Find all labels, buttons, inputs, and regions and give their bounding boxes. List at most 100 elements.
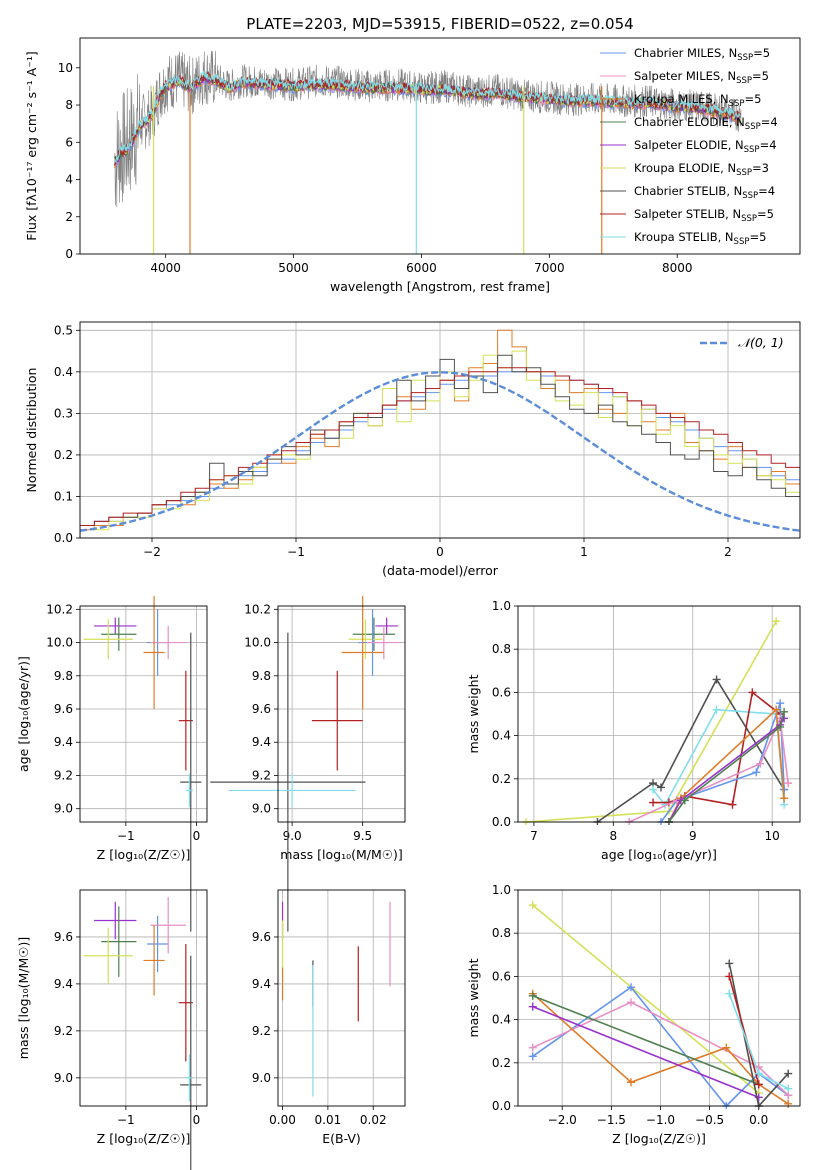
spectrum-plot-area [114, 50, 742, 254]
legend-label-tail: =5 [757, 207, 774, 221]
plot-frame [79, 889, 208, 1107]
y-tick-label: 9.4 [252, 735, 271, 749]
errorbar-point-4 [366, 625, 401, 660]
legend-label-main: Kroupa STELIB, N [634, 230, 734, 244]
x-tick-label: 4000 [150, 261, 181, 275]
legend-label-tail: =5 [744, 92, 761, 106]
legend-label-main: Salpeter MILES, N [634, 69, 736, 83]
errorbar-point-1 [101, 906, 137, 977]
legend-label-sub: SSP [742, 191, 758, 201]
legend-label-sub: SSP [729, 99, 745, 109]
weight-marker [776, 722, 785, 731]
legend-label-sub: SSP [737, 53, 753, 63]
x-tick-label: 0.02 [360, 1113, 387, 1127]
x-tick-label: 9.0 [283, 829, 302, 843]
x-tick-label: 0 [193, 1113, 201, 1127]
x-tick-label: 8 [610, 829, 618, 843]
errorbar-point-1 [101, 617, 137, 651]
x-tick-label: −2 [143, 545, 161, 559]
weight-line-7 [728, 976, 760, 1085]
legend-label-tail: =4 [758, 184, 775, 198]
x-tick-label: 7 [530, 829, 538, 843]
legend-label-6: Chabrier STELIB, NSSP=4 [634, 184, 775, 201]
weight-marker [754, 1069, 763, 1078]
legend-label-7: Salpeter STELIB, NSSP=5 [634, 207, 774, 224]
errorbar-point-4 [150, 897, 186, 954]
weight-marker [772, 705, 781, 714]
weight-line-1 [596, 677, 785, 823]
y-tick-label: 9.2 [252, 768, 271, 782]
x-tick-label: 10 [765, 829, 780, 843]
legend-label-tail: =3 [752, 161, 769, 175]
weight-marker [725, 989, 734, 998]
y-tick-label: 0.4 [54, 365, 73, 379]
legend-label-main: Salpeter STELIB, N [634, 207, 741, 221]
massweight-vs-age-axes: 7 8 9 10 0.0 0.2 0.4 0.6 0.8 1.0 age [log₁₀(age/yr… [466, 599, 801, 862]
figure-title: PLATE=2203, MJD=53915, FIBERID=0522, z=0… [246, 15, 633, 33]
x-tick-label: 2 [724, 545, 732, 559]
errorbar-point-2 [348, 619, 383, 660]
errorbar-point-8 [185, 1054, 193, 1102]
x-tick-label: 0 [436, 545, 444, 559]
errorbar-point-7 [210, 632, 366, 932]
legend-label-main: Kroupa MILES, N [634, 92, 729, 106]
weight-marker [784, 779, 793, 788]
errorbar-point-6 [311, 670, 363, 771]
errorbar-point-5 [143, 596, 165, 710]
legend-label-main: Salpeter ELODIE, N [634, 138, 744, 152]
y-tick-label: 9.6 [54, 930, 73, 944]
y-tick-label: 9.0 [252, 802, 271, 816]
weight-marker [725, 959, 734, 968]
legend-label-3: Chabrier ELODIE, NSSP=4 [634, 115, 778, 132]
errorbar-point-0 [375, 617, 398, 635]
weight-marker [754, 1093, 763, 1102]
massweight-vs-age-plot-area [521, 617, 793, 825]
y-tick-label: 0.2 [492, 772, 511, 786]
mass-vs-ebv-axes: 0.00 0.01 0.02 9.0 9.2 9.4 9.6 E(B-V) [252, 889, 406, 1146]
y-tick-label: 0 [65, 247, 73, 261]
y-axis-label: Flux [fλ10⁻¹⁷ erg cm⁻² s⁻¹ A⁻¹] [24, 51, 39, 240]
legend-label-main: Kroupa ELODIE, N [634, 161, 736, 175]
y-tick-label: 1.0 [492, 599, 511, 613]
x-axis-label: mass [log₁₀(M/M☉)] [280, 847, 402, 862]
weight-marker [528, 1052, 537, 1061]
weight-marker [784, 1069, 793, 1078]
x-tick-label: 5000 [278, 261, 309, 275]
errorbar-point-8 [185, 773, 193, 808]
y-tick-label: 9.0 [54, 1071, 73, 1085]
x-tick-label: 0.0 [749, 1113, 768, 1127]
y-tick-label: 9.2 [252, 1024, 271, 1038]
errorbar-point-5 [341, 596, 384, 710]
x-tick-label: 0 [193, 829, 201, 843]
y-tick-label: 0.5 [54, 323, 73, 337]
spectrum-axes: 4000 5000 6000 7000 8000 0 2 4 6 8 10 wavelength [A… [24, 37, 801, 294]
y-tick-label: 0.1 [54, 489, 73, 503]
weight-marker [626, 998, 635, 1007]
weight-marker [649, 798, 658, 807]
y-tick-label: 0.4 [492, 1013, 511, 1027]
y-tick-label: 10 [58, 61, 73, 75]
legend-label-0: Chabrier MILES, NSSP=5 [634, 46, 770, 63]
plot-frame [79, 605, 208, 823]
plot-frame [277, 605, 406, 823]
legend-label-2: Kroupa MILES, NSSP=5 [634, 92, 761, 109]
y-tick-label: 9.6 [252, 702, 271, 716]
weight-line-0 [532, 904, 760, 1094]
weight-marker [784, 1099, 793, 1108]
plot-frame [517, 605, 801, 823]
y-tick-label: 9.6 [252, 930, 271, 944]
y-tick-label: 9.6 [54, 702, 73, 716]
histogram-4 [80, 367, 800, 538]
y-tick-label: 9.4 [252, 977, 271, 991]
errorbar-point-7 [180, 955, 202, 1170]
legend-label-8: Kroupa STELIB, NSSP=5 [634, 230, 766, 247]
y-tick-label: 9.4 [54, 735, 73, 749]
legend-label-main: Chabrier MILES, N [634, 46, 737, 60]
weight-marker [780, 707, 789, 716]
legend-label-tail: =5 [749, 230, 766, 244]
y-tick-label: 9.8 [54, 669, 73, 683]
legend-label-4: Salpeter ELODIE, NSSP=4 [634, 138, 777, 155]
weight-marker [754, 1080, 763, 1089]
y-tick-label: 9.2 [54, 1024, 73, 1038]
errorbar-point-0 [94, 617, 137, 635]
